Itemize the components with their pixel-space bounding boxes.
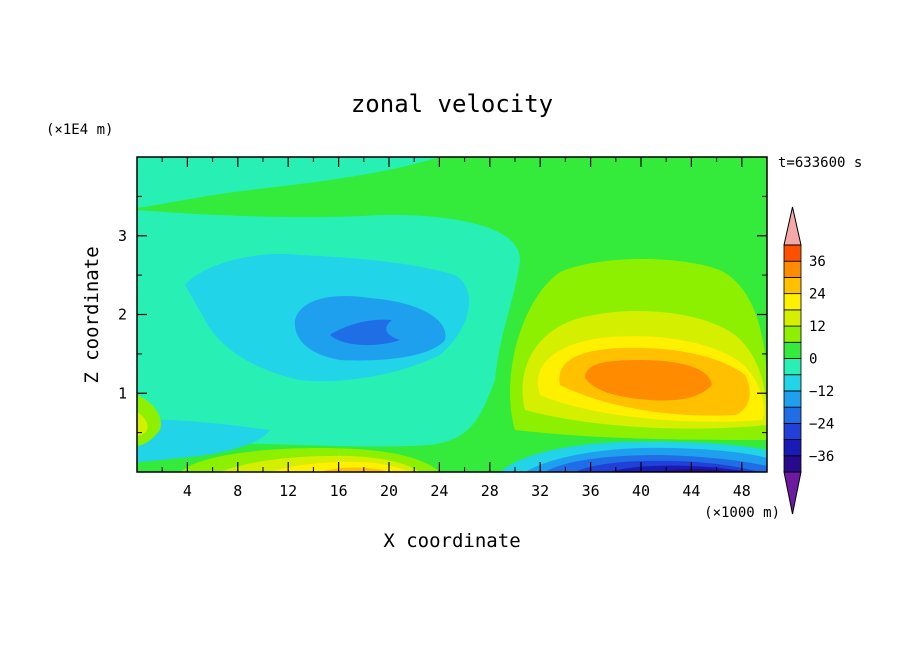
colorbar-max-arrow (783, 206, 802, 246)
x-tick-label: 44 (682, 482, 700, 500)
colorbar-bin (783, 358, 802, 376)
colorbar-bin (783, 244, 802, 262)
x-tick-label: 40 (632, 482, 650, 500)
y-tick-label: 2 (118, 306, 127, 324)
x-tick-label: 8 (233, 482, 242, 500)
x-tick-label: 48 (733, 482, 751, 500)
x-tick-label: 20 (380, 482, 398, 500)
contour-field (137, 157, 767, 472)
colorbar-tick-label: −36 (809, 449, 834, 465)
time-label: t=633600 s (778, 155, 862, 171)
colorbar-bin (783, 406, 802, 424)
colorbar-bin (783, 309, 802, 327)
x-tick-label: 24 (430, 482, 448, 500)
colorbar-bin (783, 439, 802, 457)
y-tick-label: 3 (118, 227, 127, 245)
x-tick-label: 28 (481, 482, 499, 500)
colorbar: 36 24 12 0 −12 −24 −36 (783, 206, 834, 515)
x-tick-label: 16 (330, 482, 348, 500)
colorbar-tick-label: 36 (809, 254, 826, 270)
x-tick-label: 32 (531, 482, 549, 500)
colorbar-min-arrow (783, 471, 802, 515)
colorbar-bin (783, 260, 802, 278)
x-tick-label: 36 (582, 482, 600, 500)
y-unit-label: (×1E4 m) (46, 122, 113, 138)
y-axis-label: Z coordinate (81, 246, 103, 383)
colorbar-bin (783, 341, 802, 359)
colorbar-bin (783, 277, 802, 295)
x-tick-label: 12 (279, 482, 297, 500)
colorbar-bin (783, 422, 802, 440)
colorbar-bin (783, 455, 802, 473)
chart-title: zonal velocity (351, 90, 553, 118)
x-axis-label: X coordinate (383, 530, 520, 552)
colorbar-bin (783, 325, 802, 343)
colorbar-bin (783, 293, 802, 311)
y-axis-ticks: 1 2 3 (118, 195, 767, 434)
colorbar-tick-label: 24 (809, 287, 826, 303)
x-axis-ticks: 4 8 12 16 20 24 28 32 36 40 44 48 (161, 157, 751, 500)
colorbar-tick-label: −12 (809, 384, 834, 400)
x-unit-label: (×1000 m) (704, 505, 780, 521)
x-tick-label: 4 (183, 482, 192, 500)
colorbar-tick-label: 12 (809, 319, 826, 335)
colorbar-tick-label: 0 (809, 352, 817, 368)
y-tick-label: 1 (118, 384, 127, 402)
colorbar-tick-label: −24 (809, 416, 834, 432)
colorbar-bin (783, 390, 802, 408)
colorbar-bin (783, 374, 802, 392)
